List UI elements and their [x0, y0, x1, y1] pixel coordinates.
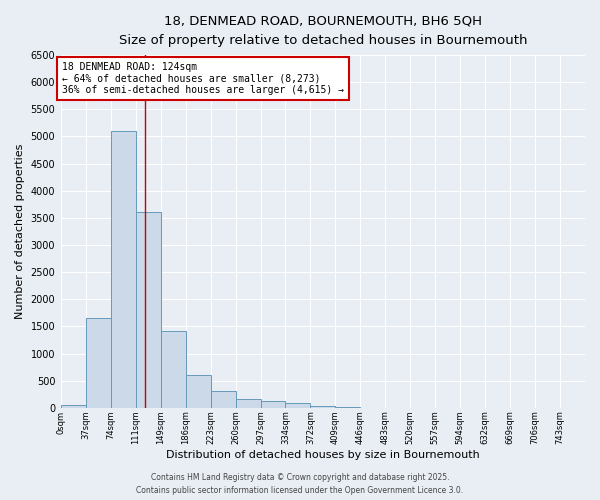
Bar	[236, 399, 260, 408]
Bar	[185, 374, 211, 408]
Bar	[136, 212, 161, 408]
Bar	[286, 404, 310, 408]
Title: 18, DENMEAD ROAD, BOURNEMOUTH, BH6 5QH
Size of property relative to detached hou: 18, DENMEAD ROAD, BOURNEMOUTH, BH6 5QH S…	[119, 15, 527, 47]
Text: Contains HM Land Registry data © Crown copyright and database right 2025.
Contai: Contains HM Land Registry data © Crown c…	[136, 474, 464, 495]
X-axis label: Distribution of detached houses by size in Bournemouth: Distribution of detached houses by size …	[166, 450, 480, 460]
Bar	[111, 131, 136, 408]
Y-axis label: Number of detached properties: Number of detached properties	[15, 144, 25, 319]
Bar	[61, 404, 86, 408]
Bar	[335, 407, 361, 408]
Text: 18 DENMEAD ROAD: 124sqm
← 64% of detached houses are smaller (8,273)
36% of semi: 18 DENMEAD ROAD: 124sqm ← 64% of detache…	[62, 62, 344, 95]
Bar	[86, 318, 111, 408]
Bar	[211, 391, 236, 408]
Bar	[260, 402, 286, 408]
Bar	[161, 330, 185, 408]
Bar	[310, 406, 335, 408]
